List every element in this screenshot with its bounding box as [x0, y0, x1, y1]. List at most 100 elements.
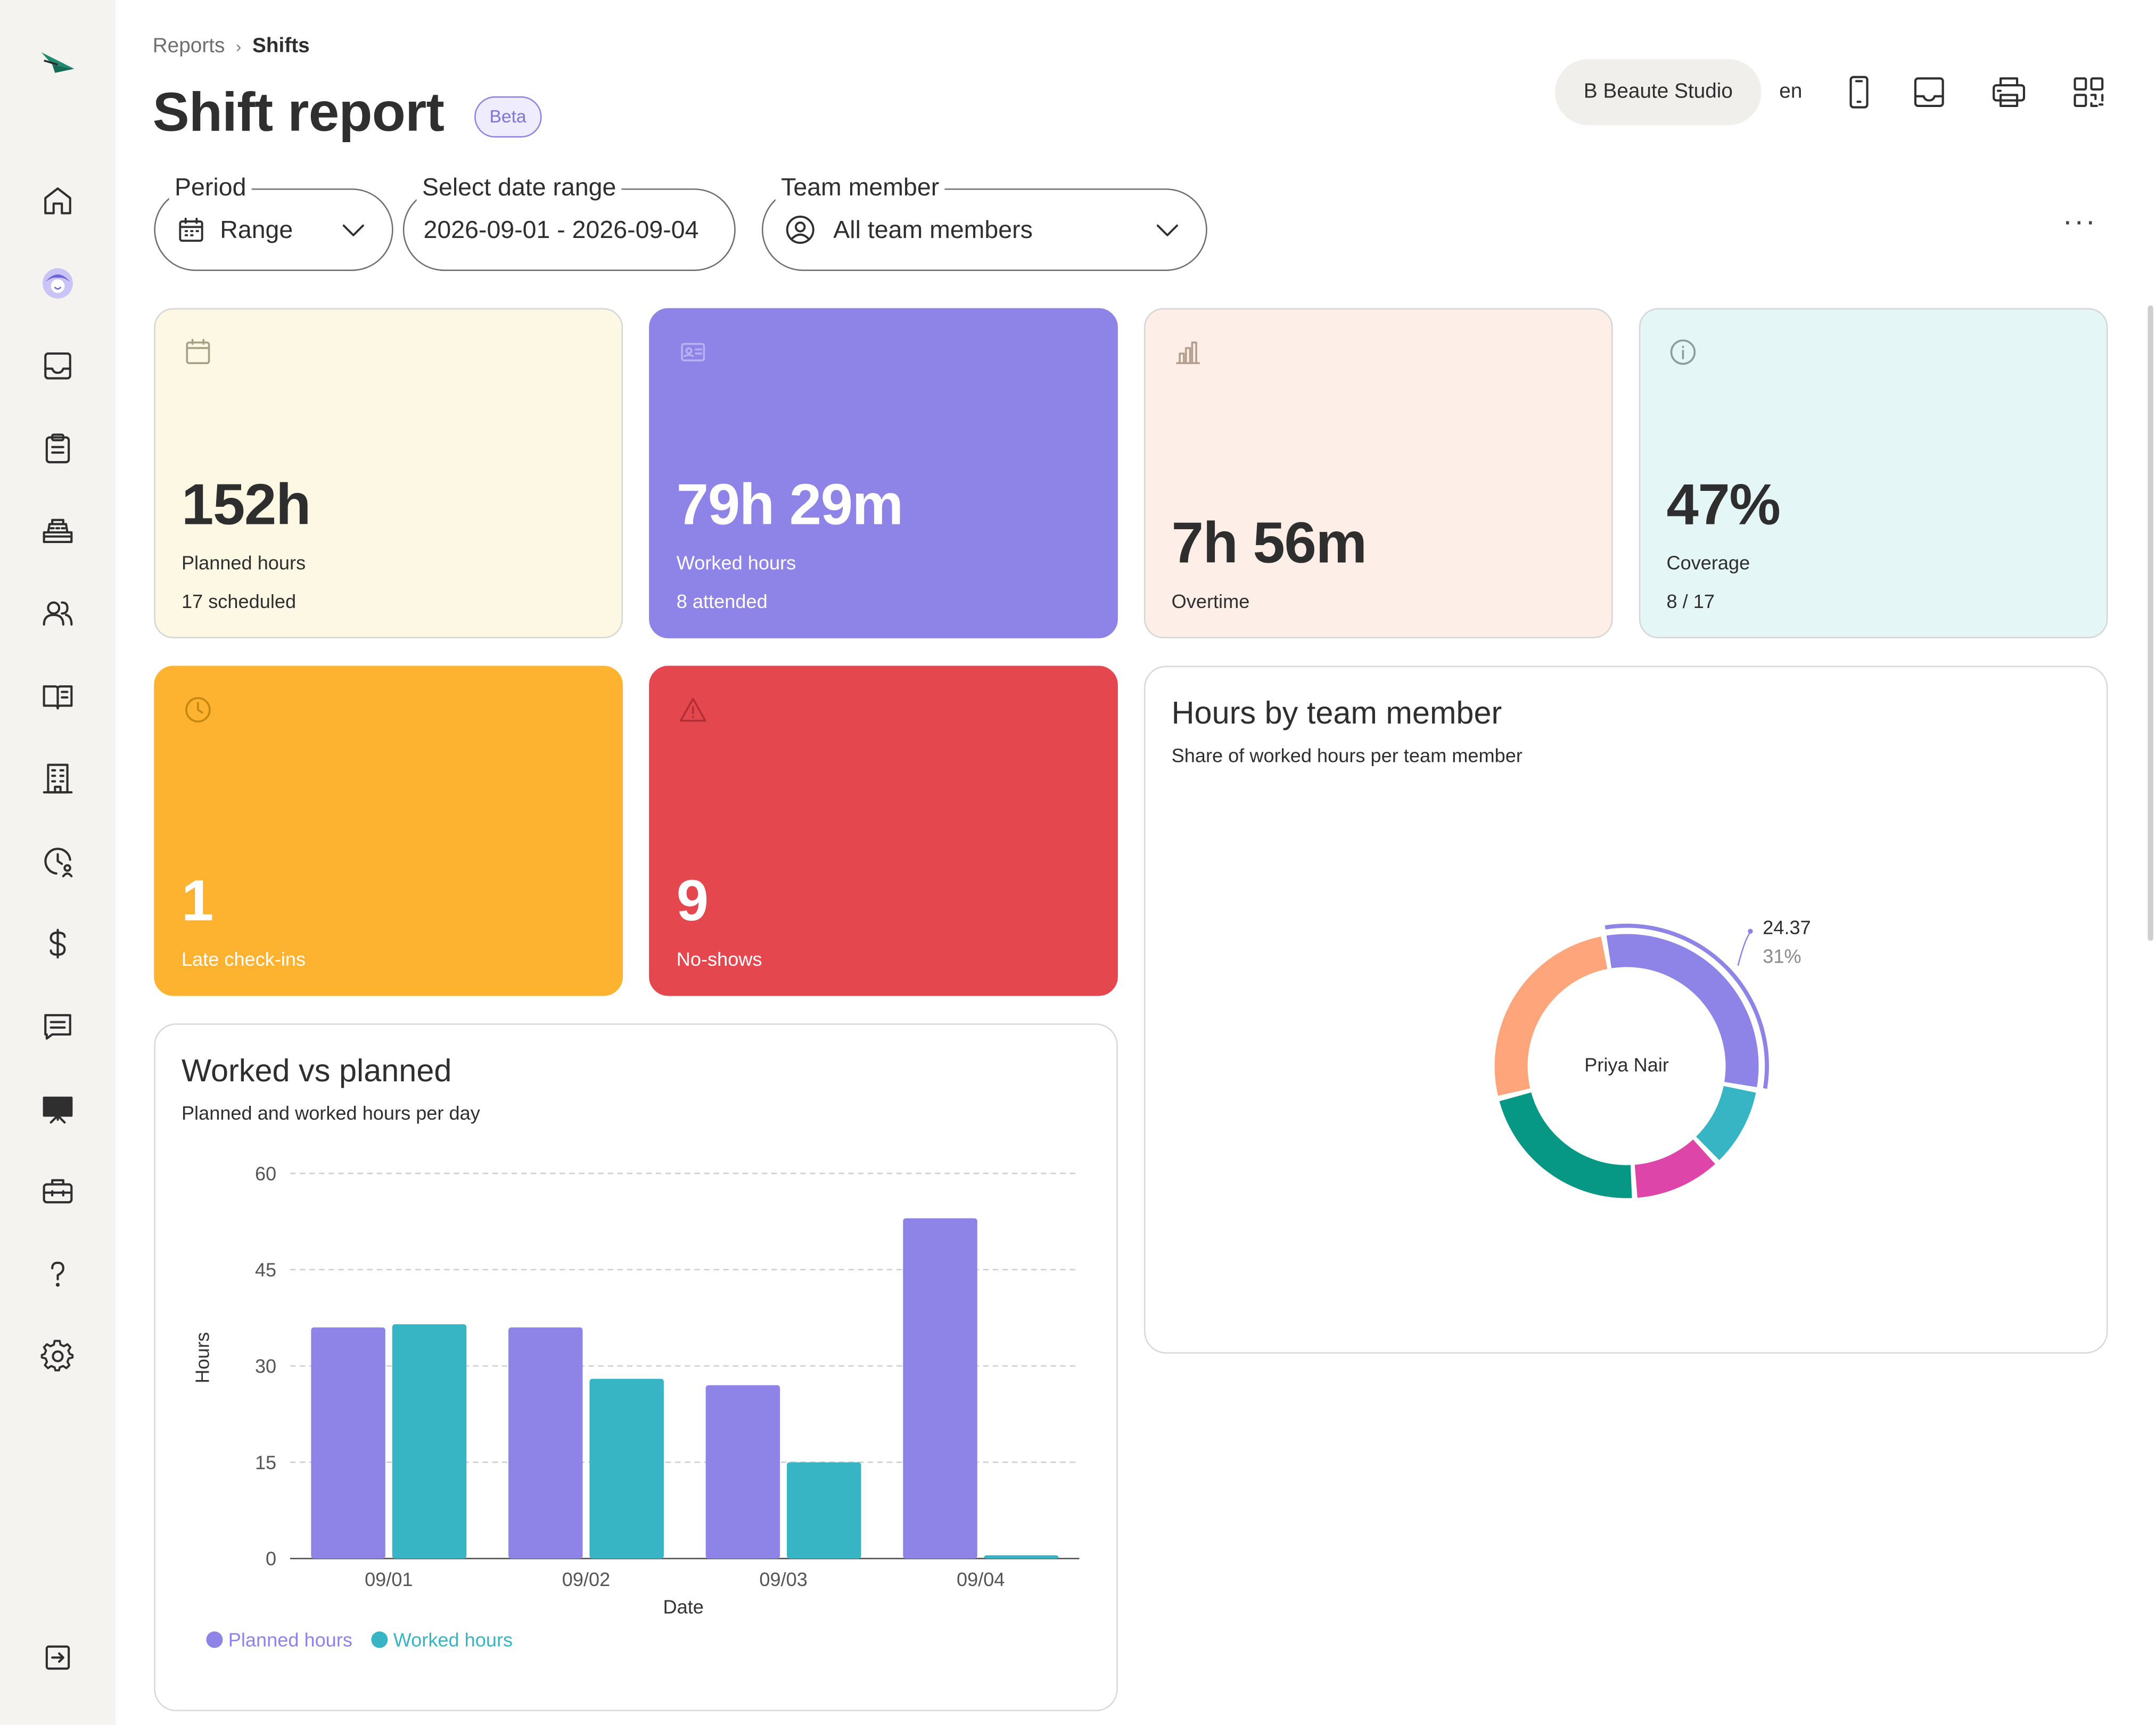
legend: Planned hours Worked hours: [206, 1629, 513, 1651]
inbox-icon[interactable]: [30, 339, 85, 393]
team-member-label: Team member: [775, 173, 945, 202]
x-tick-label: 09/02: [562, 1568, 610, 1590]
more-options-button[interactable]: ···: [2062, 203, 2097, 238]
callout-value: 24.37: [1763, 916, 1811, 938]
logo[interactable]: [24, 36, 90, 91]
team-member-select[interactable]: Team member All team members: [761, 173, 1207, 271]
chevron-down-icon: [342, 224, 364, 236]
y-tick-label: 60: [255, 1163, 276, 1185]
page-title: Shift report: [152, 83, 445, 143]
calendar-icon: [179, 217, 203, 242]
planned-hours-value: 152h: [181, 472, 311, 537]
mobile-icon[interactable]: [1840, 73, 1878, 111]
date-range-field[interactable]: Select date range 2026-09-01 - 2026-09-0…: [402, 173, 736, 271]
breadcrumb-current: Shifts: [252, 34, 310, 58]
y-tick-label: 15: [255, 1451, 276, 1473]
settings-icon[interactable]: [30, 1329, 85, 1384]
donut-highlight-arc: [1604, 923, 1769, 1089]
page-scrollbar[interactable]: [2147, 305, 2153, 941]
y-tick-label: 45: [255, 1259, 276, 1281]
callout-percent: 31%: [1763, 946, 1801, 967]
late-checkins-card: 1 Late check-ins: [154, 666, 623, 996]
date-range-value: 2026-09-01 - 2026-09-04: [423, 216, 699, 244]
donut-slice: [1499, 1092, 1632, 1198]
late-checkins-label: Late check-ins: [181, 948, 306, 970]
team-icon[interactable]: [30, 586, 85, 641]
overtime-value: 7h 56m: [1171, 510, 1367, 575]
coverage-value: 47%: [1666, 472, 1781, 537]
donut-slice: [1696, 1086, 1756, 1161]
legend-label-planned: Planned hours: [228, 1629, 352, 1651]
donut-slice: [1634, 1139, 1716, 1198]
clock-icon: [183, 695, 213, 725]
legend-swatch-planned: [206, 1631, 223, 1648]
presentation-icon[interactable]: [30, 1081, 85, 1136]
bar-planned: [311, 1327, 385, 1559]
planned-hours-sub: 17 scheduled: [181, 590, 297, 612]
y-tick-label: 30: [255, 1356, 276, 1377]
legend-item-worked[interactable]: Worked hours: [371, 1629, 513, 1651]
coverage-card: 47% Coverage 8 / 17: [1639, 308, 2108, 638]
clipboard-icon[interactable]: [30, 421, 85, 476]
studio-selector[interactable]: B Beaute Studio: [1555, 59, 1762, 126]
language-selector[interactable]: en: [1779, 79, 1803, 103]
callout-leader: [1737, 930, 1752, 966]
worked-hours-value: 79h 29m: [676, 472, 903, 537]
building-icon[interactable]: [30, 751, 85, 806]
bar-planned: [903, 1218, 977, 1559]
calendar-icon: [183, 337, 213, 367]
inbox-tray-icon[interactable]: [1910, 73, 1948, 111]
help-icon[interactable]: [30, 1246, 85, 1301]
dollar-icon[interactable]: [30, 916, 85, 971]
bar-worked: [984, 1555, 1059, 1559]
donut-slice-priya-nair: [1606, 934, 1759, 1088]
beta-badge: Beta: [474, 96, 542, 138]
date-range-label: Select date range: [416, 173, 622, 202]
planned-hours-label: Planned hours: [181, 552, 306, 574]
breadcrumb-reports[interactable]: Reports: [152, 34, 225, 58]
y-axis-label: Hours: [192, 1332, 213, 1383]
register-icon[interactable]: [30, 504, 85, 558]
home-icon[interactable]: [30, 174, 85, 228]
bar-chart-icon: [1173, 337, 1203, 367]
printer-icon[interactable]: [1989, 73, 2028, 111]
y-tick-label: 0: [266, 1548, 276, 1570]
late-checkins-value: 1: [181, 868, 213, 933]
x-tick-label: 09/04: [957, 1568, 1005, 1590]
collapse-icon[interactable]: [30, 1630, 85, 1685]
worked-hours-label: Worked hours: [676, 552, 796, 574]
chevron-down-icon: [1156, 224, 1178, 236]
bar-worked: [589, 1378, 664, 1559]
bar-planned: [508, 1327, 583, 1559]
info-icon: [1668, 337, 1698, 367]
bar-worked: [392, 1324, 467, 1559]
team-member-value: All team members: [833, 216, 1033, 244]
clock-user-icon[interactable]: [30, 834, 85, 889]
planned-hours-card: 152h Planned hours 17 scheduled: [154, 308, 623, 638]
message-icon[interactable]: [30, 999, 85, 1054]
user-circle-icon: [786, 215, 814, 244]
overtime-label: Overtime: [1171, 590, 1250, 612]
sidebar: [0, 0, 116, 1725]
worked-hours-card: 79h 29m Worked hours 8 attended: [649, 308, 1118, 638]
bar-chart: 0 15 30 45 60 09/01 09/02 09/03 09/04 Hours Dat…: [192, 1163, 1080, 1651]
briefcase-icon[interactable]: [30, 1164, 85, 1219]
legend-item-planned[interactable]: Planned hours: [206, 1629, 352, 1651]
x-axis-label: Date: [663, 1596, 704, 1618]
worked-hours-sub: 8 attended: [676, 590, 768, 612]
period-select[interactable]: Period Range: [154, 173, 393, 271]
overtime-card: 7h 56m Overtime: [1143, 308, 1613, 638]
no-shows-label: No-shows: [676, 948, 762, 970]
breadcrumb-separator: ›: [236, 36, 242, 56]
donut-center-label: Priya Nair: [1584, 1054, 1669, 1076]
period-label: Period: [169, 173, 252, 202]
avatar-icon[interactable]: [30, 256, 85, 311]
book-icon[interactable]: [30, 669, 85, 724]
legend-label-worked: Worked hours: [393, 1629, 513, 1651]
bar-planned: [705, 1385, 780, 1559]
hours-by-member-subtitle: Share of worked hours per team member: [1171, 744, 1523, 767]
donut-slice: [1494, 937, 1608, 1096]
qr-code-icon[interactable]: [2069, 73, 2108, 111]
breadcrumb: Reports › Shifts: [153, 35, 310, 58]
